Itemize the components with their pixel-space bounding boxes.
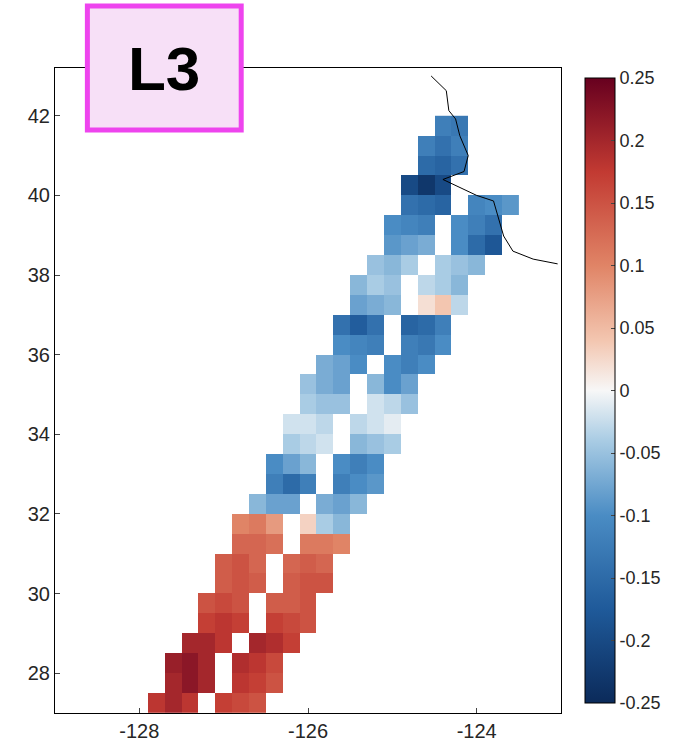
- svg-text:-0.25: -0.25: [620, 693, 661, 713]
- svg-text:L3: L3: [128, 34, 200, 103]
- svg-text:-0.15: -0.15: [620, 568, 661, 588]
- svg-text:0.25: 0.25: [620, 68, 655, 88]
- svg-text:42: 42: [28, 105, 50, 127]
- svg-text:38: 38: [28, 264, 50, 286]
- svg-text:-0.1: -0.1: [620, 506, 651, 526]
- svg-text:-126: -126: [288, 720, 328, 742]
- svg-text:0.05: 0.05: [620, 318, 655, 338]
- svg-text:36: 36: [28, 344, 50, 366]
- svg-text:0.15: 0.15: [620, 193, 655, 213]
- svg-text:0.1: 0.1: [620, 256, 645, 276]
- svg-text:34: 34: [28, 423, 50, 445]
- svg-text:-128: -128: [119, 720, 159, 742]
- svg-text:32: 32: [28, 503, 50, 525]
- svg-text:28: 28: [28, 662, 50, 684]
- svg-text:40: 40: [28, 184, 50, 206]
- svg-text:30: 30: [28, 583, 50, 605]
- svg-text:-124: -124: [457, 720, 497, 742]
- svg-text:0.2: 0.2: [620, 131, 645, 151]
- svg-text:-0.2: -0.2: [620, 631, 651, 651]
- svg-text:0: 0: [620, 381, 630, 401]
- svg-text:-0.05: -0.05: [620, 443, 661, 463]
